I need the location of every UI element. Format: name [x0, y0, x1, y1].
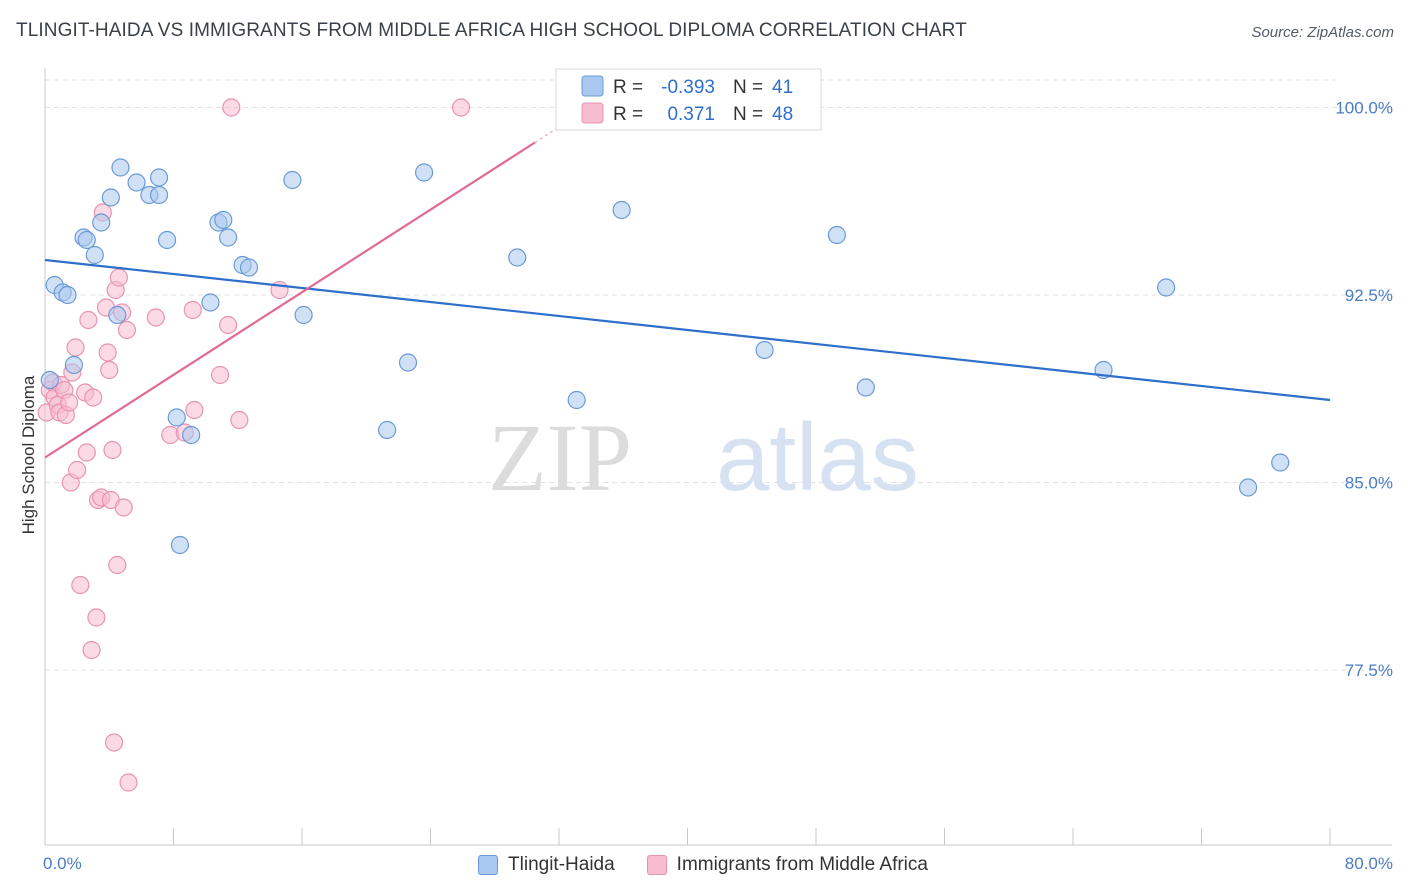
point-middle-africa-45[interactable]: [222, 98, 241, 117]
point-tlingit-haida-35[interactable]: [827, 225, 846, 245]
y-tick-label-0: 100.0%: [1335, 99, 1393, 118]
point-middle-africa-18[interactable]: [82, 640, 101, 660]
point-middle-africa-40[interactable]: [183, 300, 202, 320]
stats-legend-n-value-1: 41: [772, 77, 793, 98]
point-middle-africa-14[interactable]: [71, 575, 90, 595]
point-tlingit-haida-3[interactable]: [58, 285, 77, 305]
point-tlingit-haida-19[interactable]: [182, 425, 201, 445]
gridlines: [45, 79, 1390, 671]
point-tlingit-haida-33[interactable]: [612, 200, 631, 220]
point-tlingit-haida-16[interactable]: [108, 305, 127, 325]
point-tlingit-haida-34[interactable]: [755, 340, 774, 360]
trend-lines: [44, 111, 1331, 459]
point-tlingit-haida-31[interactable]: [508, 248, 527, 267]
point-middle-africa-35[interactable]: [117, 320, 137, 340]
point-tlingit-haida-14[interactable]: [149, 168, 169, 187]
point-tlingit-haida-5[interactable]: [77, 230, 96, 250]
x-tick-label-0: 0.0%: [43, 854, 82, 873]
point-tlingit-haida-6[interactable]: [85, 245, 104, 265]
stats-legend-pink-swatch: [581, 102, 604, 124]
point-middle-africa-41[interactable]: [185, 400, 204, 420]
legend-swatch-blue: [478, 855, 499, 875]
point-middle-africa-16[interactable]: [77, 443, 96, 462]
point-tlingit-haida-40[interactable]: [1271, 453, 1290, 472]
point-middle-africa-36[interactable]: [119, 773, 138, 792]
point-middle-africa-44[interactable]: [230, 410, 249, 430]
x-tick-label-1: 80.0%: [1345, 854, 1393, 873]
series-legend: Tlingit-Haida Immigrants from Middle Afr…: [0, 850, 1406, 880]
source-credit: Source: ZipAtlas.com: [1251, 24, 1394, 41]
stats-legend-r-label-2: R =: [613, 104, 643, 125]
point-tlingit-haida-10[interactable]: [111, 158, 130, 177]
data-points: [37, 98, 1290, 792]
tick-labels: 100.0% 92.5% 85.0% 77.5% 0.0% 80.0%: [43, 99, 1393, 874]
trend-line-tlingit-haida: [44, 258, 1331, 402]
legend-label-tlingit-haida: Tlingit-Haida: [508, 854, 615, 875]
y-axis-title: High School Diploma: [19, 375, 38, 534]
point-middle-africa-17[interactable]: [79, 310, 98, 330]
y-tick-label-1: 92.5%: [1345, 286, 1393, 305]
legend-item-tlingit-haida[interactable]: Tlingit-Haida: [478, 854, 615, 876]
point-middle-africa-47[interactable]: [451, 98, 471, 117]
legend-label-middle-africa: Immigrants from Middle Africa: [676, 854, 928, 875]
point-middle-africa-13[interactable]: [68, 460, 87, 480]
point-tlingit-haida-39[interactable]: [1238, 478, 1258, 497]
y-tick-label-3: 77.5%: [1345, 661, 1393, 680]
stats-legend-n-label-1: N =: [733, 77, 763, 98]
watermark: ZIP atlas: [488, 404, 919, 511]
legend-item-middle-africa[interactable]: Immigrants from Middle Africa: [646, 854, 928, 876]
trend-line-middle-africa: [44, 141, 536, 459]
point-tlingit-haida-38[interactable]: [1157, 278, 1176, 297]
point-tlingit-haida-11[interactable]: [127, 173, 146, 192]
point-middle-africa-43[interactable]: [219, 315, 238, 335]
point-tlingit-haida-22[interactable]: [214, 210, 233, 230]
chart-title: TLINGIT-HAIDA VS IMMIGRANTS FROM MIDDLE …: [16, 20, 967, 41]
point-tlingit-haida-17[interactable]: [167, 408, 186, 427]
y-tick-label-2: 85.0%: [1345, 474, 1393, 493]
point-middle-africa-29[interactable]: [104, 733, 124, 752]
point-tlingit-haida-23[interactable]: [219, 228, 238, 247]
point-tlingit-haida-7[interactable]: [64, 355, 84, 375]
point-tlingit-haida-8[interactable]: [92, 213, 111, 232]
point-middle-africa-26[interactable]: [100, 360, 119, 380]
point-tlingit-haida-27[interactable]: [294, 305, 313, 325]
stats-legend-blue-swatch: [581, 75, 604, 97]
point-tlingit-haida-32[interactable]: [567, 390, 586, 410]
watermark-zip: ZIP: [488, 404, 632, 511]
stats-legend-r-label-1: R =: [613, 77, 643, 98]
point-middle-africa-28[interactable]: [103, 440, 122, 460]
point-tlingit-haida-29[interactable]: [398, 353, 418, 372]
point-tlingit-haida-20[interactable]: [201, 293, 220, 312]
point-middle-africa-37[interactable]: [146, 308, 165, 327]
point-middle-africa-20[interactable]: [87, 608, 106, 627]
point-middle-africa-31[interactable]: [108, 555, 127, 575]
point-middle-africa-32[interactable]: [109, 268, 128, 287]
point-middle-africa-25[interactable]: [98, 343, 117, 362]
stats-legend-r-value-2: 0.371: [667, 104, 715, 125]
point-tlingit-haida-30[interactable]: [414, 163, 434, 182]
point-middle-africa-12[interactable]: [66, 338, 85, 357]
stats-legend-n-value-2: 48: [772, 104, 793, 125]
stats-legend-r-value-1: -0.393: [661, 77, 715, 98]
point-tlingit-haida-9[interactable]: [101, 188, 120, 207]
point-tlingit-haida-0[interactable]: [40, 370, 59, 390]
point-tlingit-haida-28[interactable]: [378, 420, 397, 440]
point-tlingit-haida-25[interactable]: [239, 258, 259, 277]
point-tlingit-haida-26[interactable]: [283, 170, 302, 190]
stats-legend-n-label-2: N =: [733, 104, 763, 125]
point-middle-africa-42[interactable]: [210, 365, 230, 385]
stats-legend: R = -0.393 N = 41 R = 0.371 N = 48: [555, 68, 822, 131]
point-tlingit-haida-13[interactable]: [149, 185, 169, 205]
point-tlingit-haida-18[interactable]: [170, 535, 190, 555]
legend-swatch-pink: [646, 855, 667, 875]
point-middle-africa-34[interactable]: [114, 498, 133, 517]
point-middle-africa-9[interactable]: [59, 393, 79, 412]
point-tlingit-haida-15[interactable]: [157, 230, 177, 250]
watermark-atlas: atlas: [716, 404, 919, 511]
point-middle-africa-19[interactable]: [84, 388, 103, 407]
point-tlingit-haida-36[interactable]: [856, 378, 875, 397]
